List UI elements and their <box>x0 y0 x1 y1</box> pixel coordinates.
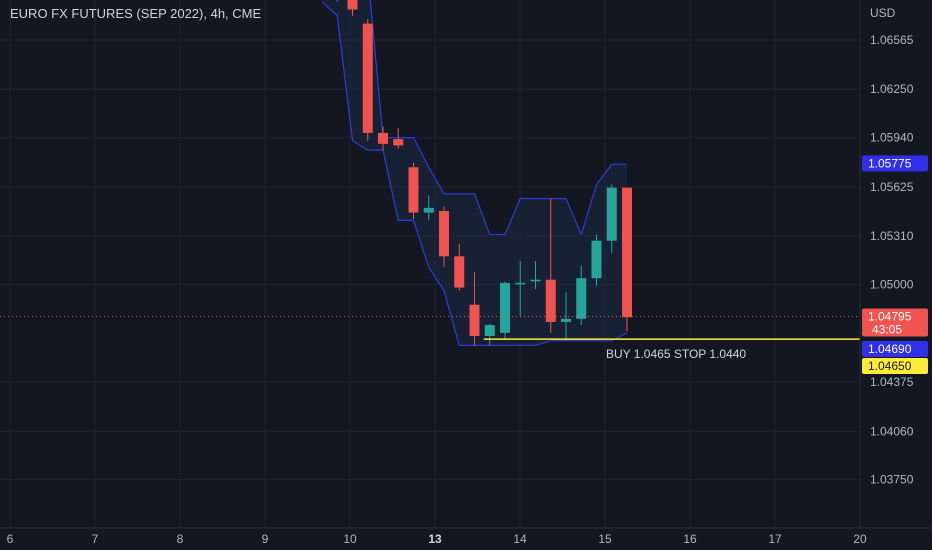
candle-body <box>439 211 449 257</box>
price-tick-label: 1.05000 <box>870 277 914 291</box>
price-tick-label: 1.05625 <box>870 180 914 194</box>
channel-lower-tag-bg <box>862 341 928 357</box>
channel-upper-tag-bg <box>862 155 928 172</box>
candle-body <box>423 207 434 213</box>
currency-label: USD <box>870 6 896 20</box>
candle-up[interactable] <box>484 323 495 346</box>
candle-up[interactable] <box>500 281 510 340</box>
buy-level-tag: 1.04650 <box>862 358 928 374</box>
candle-body <box>378 132 388 144</box>
price-tick-label: 1.05940 <box>870 131 914 145</box>
candle-down[interactable] <box>408 162 419 219</box>
time-tick-label: 20 <box>853 532 867 546</box>
candle-down[interactable] <box>439 206 449 268</box>
channel-upper-tag-label: 1.05775 <box>868 156 912 170</box>
time-tick-label: 8 <box>177 532 184 546</box>
candle-up[interactable] <box>530 261 541 290</box>
buy-level-tag-bg <box>862 358 928 374</box>
chart-title: EURO FX FUTURES (SEP 2022), 4h, CME <box>10 6 261 21</box>
candle-body <box>454 256 465 288</box>
candle-down[interactable] <box>454 243 465 291</box>
candle-body <box>606 187 617 241</box>
time-tick-label: 7 <box>92 532 99 546</box>
time-tick-label: 10 <box>343 532 357 546</box>
candle-body <box>362 23 373 133</box>
price-tick-label: 1.06565 <box>870 33 914 47</box>
channel-upper-tag: 1.05775 <box>862 155 928 172</box>
price-tick-label: 1.04375 <box>870 375 914 389</box>
channel-lower-tag-label: 1.04690 <box>868 342 912 356</box>
time-tick-label: 15 <box>598 532 612 546</box>
candle-body <box>515 282 526 285</box>
candle-body <box>576 278 587 319</box>
time-tick-label: 9 <box>262 532 269 546</box>
candle-body <box>500 282 510 333</box>
price-axis[interactable]: 1.06565 1.06250 1.05940 1.05625 1.05310 1.050… <box>870 33 914 487</box>
candle-down[interactable] <box>347 0 358 16</box>
time-tick-label: 13 <box>428 532 442 546</box>
time-tick-label: 16 <box>683 532 697 546</box>
candle-down[interactable] <box>362 18 373 141</box>
candle-down[interactable] <box>469 271 480 346</box>
time-tick-label: 14 <box>513 532 527 546</box>
price-tick-label: 1.04060 <box>870 424 914 438</box>
price-tick-label: 1.05310 <box>870 229 914 243</box>
candle-up[interactable] <box>606 184 617 254</box>
time-axis[interactable]: 6 7 8 9 10 13 14 15 16 17 20 <box>7 532 867 546</box>
candle-body <box>591 240 602 279</box>
candle-body <box>469 304 480 336</box>
time-tick-label: 6 <box>7 532 14 546</box>
candle-up[interactable] <box>515 261 526 316</box>
candle-body <box>545 279 556 322</box>
candle-body <box>393 139 404 146</box>
candle-down[interactable] <box>622 187 632 332</box>
candle-down[interactable] <box>393 128 404 149</box>
candle-up[interactable] <box>591 234 602 286</box>
price-tick-label: 1.03750 <box>870 473 914 487</box>
candle-up[interactable] <box>423 195 434 221</box>
channel-lower-tag: 1.04690 <box>862 341 928 357</box>
candle-up[interactable] <box>561 292 571 341</box>
candle-body <box>408 167 419 213</box>
candle-up[interactable] <box>576 265 587 326</box>
time-tick-label: 17 <box>768 532 782 546</box>
candle-body <box>347 0 358 10</box>
price-tick-label: 1.06250 <box>870 82 914 96</box>
countdown-label: 43:05 <box>872 322 902 336</box>
candle-body <box>561 318 571 322</box>
price-levels <box>0 315 860 340</box>
last-price-tag-bg <box>862 308 928 337</box>
buy-level-tag-label: 1.04650 <box>868 359 912 373</box>
candle-body <box>530 279 541 282</box>
candles <box>336 0 632 346</box>
candle-body <box>484 325 495 336</box>
candle-body <box>622 187 632 318</box>
channel-upper-line <box>369 0 627 237</box>
last-price-tag-label: 1.04795 <box>868 309 912 323</box>
candle-down[interactable] <box>545 198 556 333</box>
candle-down[interactable] <box>378 126 388 151</box>
buy-annotation: BUY 1.0465 STOP 1.0440 <box>606 347 746 361</box>
